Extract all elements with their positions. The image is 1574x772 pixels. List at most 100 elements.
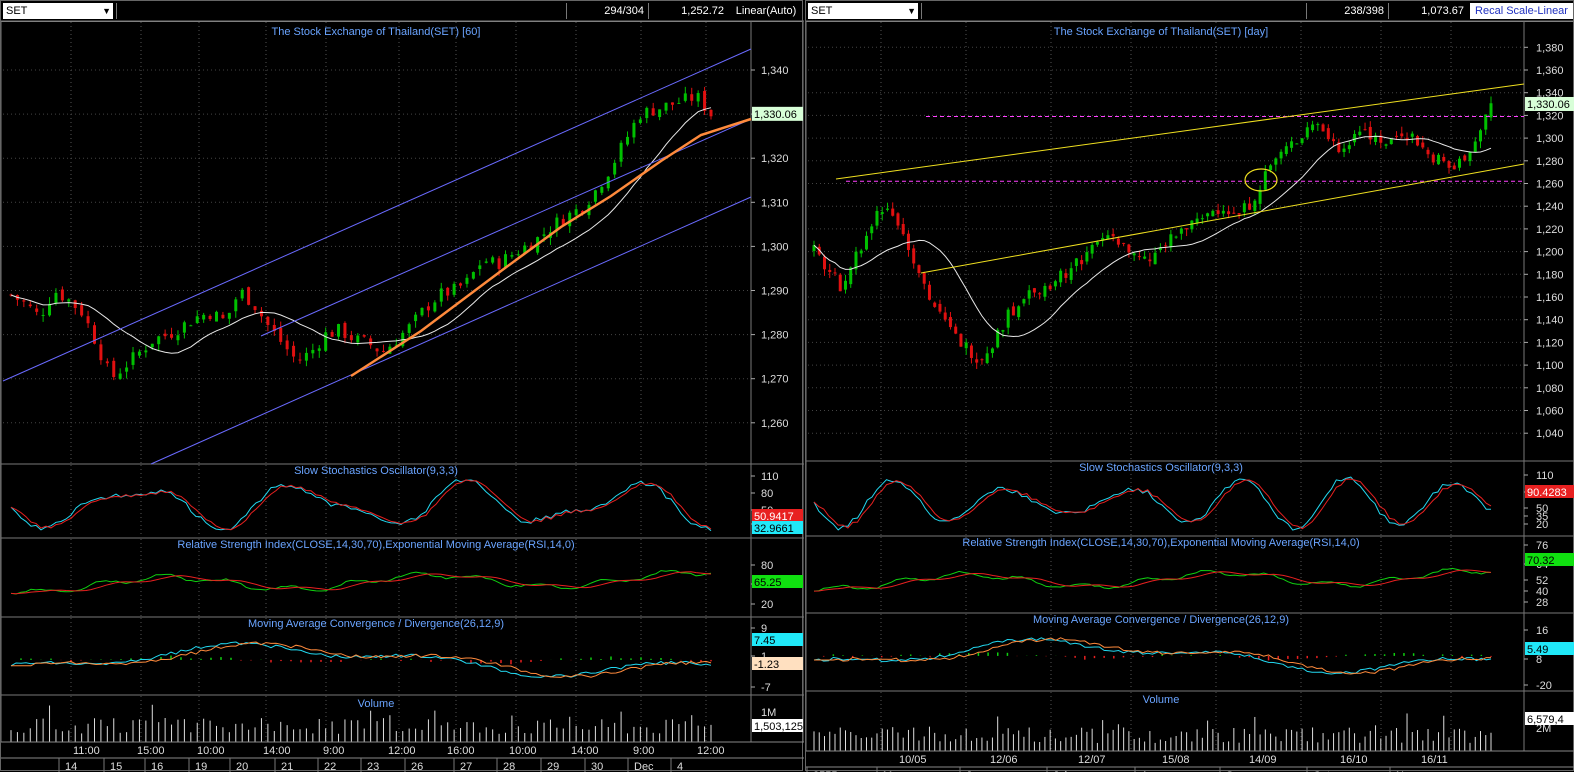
left-candle-body — [150, 343, 154, 348]
right-candle-body — [1458, 158, 1462, 168]
left-candle-body — [414, 314, 418, 322]
left-candle-body — [163, 333, 167, 337]
right-candle-body — [1300, 138, 1304, 144]
right-price-tick-label: 1,380 — [1536, 42, 1564, 54]
left-price-title: The Stock Exchange of Thailand(SET) [60] — [272, 26, 481, 38]
right-price-tick-label: 1,340 — [1536, 88, 1564, 100]
left-macd-signal-line — [11, 641, 712, 678]
left-time-label: 12:00 — [697, 745, 725, 757]
right-time-label: 16/11 — [1421, 754, 1448, 766]
left-symbol-select[interactable]: SET ▼ — [3, 3, 113, 19]
right-channel-lower-line — [920, 163, 1525, 274]
right-candle-body — [1216, 210, 1220, 214]
chevron-down-icon[interactable]: ▼ — [102, 6, 111, 16]
left-trend-line — [350, 117, 752, 378]
right-candle-body — [1143, 256, 1147, 259]
right-candle-body — [1206, 213, 1210, 217]
left-chart-canvas[interactable]: The Stock Exchange of Thailand(SET) [60]… — [1, 1, 804, 772]
left-candle-body — [516, 254, 520, 256]
right-candle-body — [1090, 244, 1094, 254]
left-candle-body — [523, 245, 527, 254]
left-indicator-tick-label: 20 — [761, 599, 773, 611]
left-symbol-value: SET — [6, 5, 28, 17]
left-date-label: 4 — [677, 761, 683, 772]
right-symbol-select[interactable]: SET ▼ — [808, 3, 918, 19]
right-moving-average-line — [813, 135, 1492, 338]
left-candle-body — [420, 307, 424, 316]
left-price-tick-label: 1,270 — [761, 374, 789, 386]
right-candle-body — [975, 359, 979, 363]
left-candle-body — [35, 308, 39, 312]
right-candle-body — [1400, 133, 1404, 137]
right-blank-field — [921, 3, 1306, 19]
left-candle-body — [677, 102, 681, 104]
right-candle-body — [996, 329, 1000, 348]
right-candle-body — [964, 342, 968, 349]
left-time-label: 16:00 — [447, 745, 475, 757]
left-date-label: 23 — [367, 761, 379, 772]
right-candle-body — [1437, 154, 1441, 165]
right-indicator-value-label: 70.32 — [1527, 555, 1555, 567]
left-date-label: 14 — [65, 761, 77, 772]
right-indicator-title: Relative Strength Index(CLOSE,14,30,70),… — [962, 537, 1359, 549]
left-blank-field — [116, 3, 566, 19]
right-candle-body — [1174, 236, 1178, 238]
right-volume-value-label: 6,579,4 — [1527, 714, 1564, 726]
right-candle-body — [922, 273, 926, 284]
left-candle-body — [337, 324, 341, 337]
left-candle-body — [292, 345, 296, 357]
right-candle-body — [1447, 161, 1451, 168]
right-candle-body — [1006, 309, 1010, 328]
left-scale-mode-button[interactable]: Linear(Auto) — [735, 5, 797, 17]
right-candle-body — [1101, 238, 1105, 241]
right-candle-body — [969, 345, 973, 358]
left-candle-body — [613, 162, 617, 175]
right-price-tick-label: 1,220 — [1536, 224, 1564, 236]
right-candle-body — [927, 284, 931, 300]
left-time-label: 14:00 — [263, 745, 291, 757]
right-indicator-value-box — [1525, 553, 1574, 566]
right-time-label: 14/09 — [1249, 754, 1277, 766]
right-pane-border-0 — [806, 20, 1574, 462]
left-candle-body — [311, 349, 315, 354]
left-candle-body — [118, 373, 122, 379]
left-candle-body — [125, 367, 129, 372]
right-candle-body — [1227, 211, 1231, 215]
left-indicator-tick-label: -7 — [761, 682, 771, 694]
right-candle-body — [1395, 135, 1399, 137]
right-candle-body — [1158, 247, 1162, 251]
right-candle-body — [1048, 285, 1052, 290]
left-candle-body — [279, 327, 283, 342]
right-candle-body — [1095, 241, 1099, 245]
right-scale-mode-button[interactable]: Recal Scale-Linear — [1470, 3, 1573, 19]
left-date-label: 29 — [547, 761, 559, 772]
left-indicator-value-label: 7.45 — [754, 635, 775, 647]
right-candle-body — [954, 326, 958, 334]
right-macd-line — [813, 637, 1492, 675]
right-highlight-ellipse — [1244, 168, 1278, 192]
right-count: 238/398 — [1306, 3, 1388, 19]
right-time-label: 12/07 — [1078, 754, 1106, 766]
right-macd-signal-line — [814, 637, 1491, 675]
left-candle-body — [670, 102, 674, 105]
left-candle-body — [362, 335, 366, 337]
right-candle-body — [1473, 141, 1477, 153]
right-candle-body — [1179, 228, 1183, 234]
right-candle-body — [1442, 157, 1446, 162]
left-date-label: 26 — [411, 761, 423, 772]
right-candle-body — [1032, 288, 1036, 293]
right-indicator-tick-label: 52 — [1536, 575, 1548, 587]
right-chart-canvas[interactable]: The Stock Exchange of Thailand(SET) [day… — [806, 1, 1574, 772]
left-candle-body — [272, 324, 276, 332]
left-candle-body — [381, 350, 385, 352]
left-candle-body — [542, 234, 546, 236]
left-time-label: 12:00 — [388, 745, 416, 757]
chevron-down-icon[interactable]: ▼ — [907, 6, 916, 16]
right-candle-body — [1059, 270, 1063, 283]
right-candle-body — [1379, 135, 1383, 143]
left-candle-body — [304, 352, 308, 361]
right-candle-body — [1263, 171, 1267, 190]
left-candle-body — [690, 94, 694, 101]
right-candle-body — [912, 248, 916, 264]
left-candle-body — [189, 325, 193, 327]
